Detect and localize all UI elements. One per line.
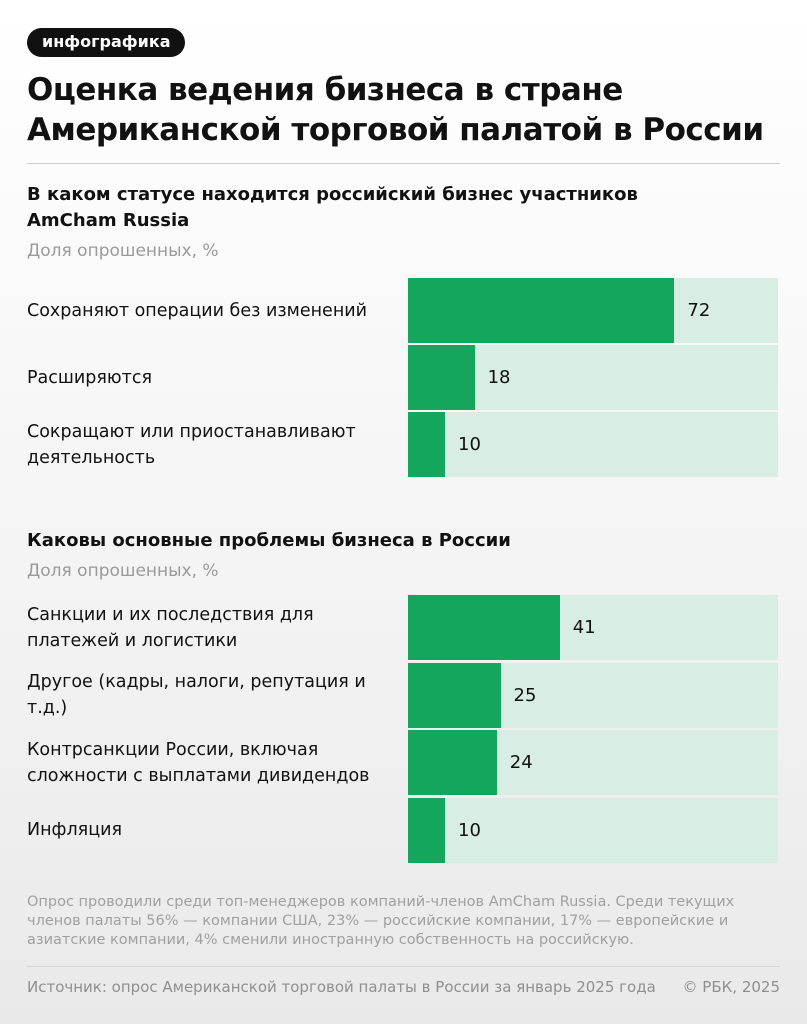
chart-subtitle: Доля опрошенных, % xyxy=(27,241,219,261)
bar xyxy=(408,595,560,660)
divider xyxy=(27,163,780,164)
copyright: © РБК, 2025 xyxy=(682,978,780,996)
value-label: 24 xyxy=(509,752,533,773)
category-label: Инфляция xyxy=(27,820,123,840)
bar-track xyxy=(408,797,778,863)
source: Источник: опрос Американской торговой па… xyxy=(27,978,656,996)
bar xyxy=(408,662,501,728)
chart-subtitle: Доля опрошенных, % xyxy=(27,561,219,581)
badge: инфографика xyxy=(27,28,186,57)
value-label: 18 xyxy=(487,367,511,388)
bar-track xyxy=(408,412,778,477)
bar xyxy=(408,730,497,795)
chart-title: Каковы основные проблемы бизнеса в Росси… xyxy=(27,530,511,551)
chart-title: В каком статусе находится российский биз… xyxy=(27,184,638,231)
category-label: Санкции и их последствия для платежей и … xyxy=(27,604,314,651)
category-label: Контрсанкции России, включая сложности с… xyxy=(27,739,370,786)
divider xyxy=(27,966,780,967)
value-label: 10 xyxy=(458,819,481,841)
category-label: Расширяются xyxy=(27,367,152,388)
category-label: Другое (кадры, налоги, репутация и т.д.) xyxy=(27,672,366,718)
value-label: 25 xyxy=(513,684,537,706)
bar xyxy=(408,345,475,410)
bar xyxy=(408,278,675,343)
value-label: 10 xyxy=(458,434,481,455)
value-label: 72 xyxy=(687,300,711,321)
bar xyxy=(408,797,445,863)
note: Опрос проводили среди топ-менеджеров ком… xyxy=(27,894,735,948)
category-label: Сохраняют операции без изменений xyxy=(27,300,368,321)
bar xyxy=(408,412,445,477)
value-label: 41 xyxy=(572,617,596,638)
page-title: Оценка ведения бизнеса в стране Американ… xyxy=(27,72,764,148)
category-label: Сокращают или приостанавливают деятельно… xyxy=(27,421,356,468)
